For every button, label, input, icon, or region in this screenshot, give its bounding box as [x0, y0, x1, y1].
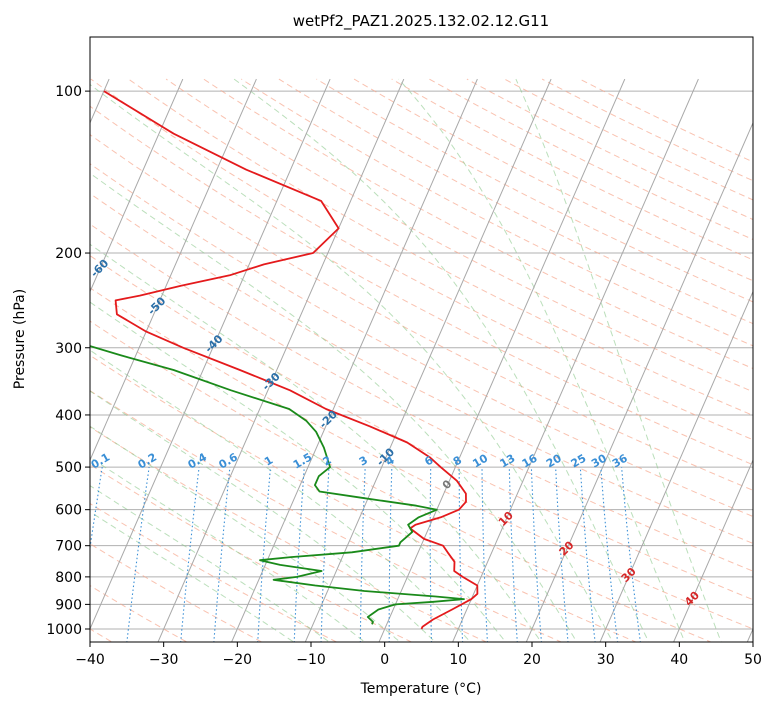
moist-adiabat-lines [90, 78, 722, 642]
isotherm-line [157, 78, 405, 642]
y-tick-label: 200 [55, 246, 82, 262]
dry-adiabat [90, 390, 563, 642]
moist-adiabat [398, 78, 686, 642]
isotherm-line [90, 78, 257, 462]
y-axis-label: Pressure (hPa) [12, 289, 28, 389]
moist-adiabat [90, 485, 331, 642]
y-tick-label: 800 [55, 570, 82, 586]
isotherm-line [599, 290, 753, 642]
y-tick-label: 500 [55, 460, 82, 476]
isotherm-line [90, 78, 331, 631]
plot-frame [89, 36, 754, 643]
dry-adiabat [90, 134, 753, 491]
dry-adiabat [90, 320, 713, 642]
isotherm-line [673, 458, 753, 642]
dry-adiabat [429, 78, 753, 241]
dry-adiabat [391, 78, 753, 261]
dry-adiabat [90, 192, 753, 544]
x-axis-label: Temperature (°C) [360, 681, 482, 697]
x-tick-label: 50 [744, 652, 762, 668]
chart-title: wetPf2_PAZ1.2025.132.02.12.G11 [293, 12, 549, 31]
temperature-profile-line [103, 90, 479, 630]
x-tick-label: −40 [75, 652, 105, 668]
dry-adiabat [165, 78, 753, 393]
dry-adiabat [90, 105, 753, 466]
y-tick-label: 400 [55, 408, 82, 424]
y-tick-label: 100 [55, 84, 82, 100]
dry-adiabat [90, 255, 753, 601]
dry-adiabat [466, 78, 753, 221]
dry-adiabat [128, 78, 753, 416]
moist-adiabat [90, 83, 614, 642]
dry-adiabat [90, 78, 753, 441]
sounding-profiles [90, 90, 479, 630]
isotherm-line [378, 78, 626, 642]
y-tick-label: 600 [55, 503, 82, 519]
x-tick-label: 10 [449, 652, 467, 668]
dry-adiabat [90, 354, 638, 642]
moist-adiabat [90, 456, 366, 642]
x-tick-label: −10 [296, 652, 326, 668]
x-tick-label: 40 [670, 652, 688, 668]
y-axis-ticks: 100 200 300 400 500 600 700 800 900 1000 [46, 84, 90, 638]
x-tick-label: −20 [223, 652, 253, 668]
dry-adiabat-lines [90, 78, 753, 642]
moist-adiabat [90, 243, 542, 642]
dry-adiabat [541, 78, 753, 182]
dry-adiabat [90, 287, 753, 630]
dry-adiabat [90, 163, 753, 518]
isotherm-line [90, 78, 184, 293]
x-tick-label: 0 [380, 652, 389, 668]
moist-adiabat [515, 78, 722, 642]
x-tick-label: 30 [597, 652, 615, 668]
moist-adiabat [233, 78, 650, 642]
dry-adiabat [504, 78, 753, 201]
moist-adiabat [90, 301, 507, 642]
dry-adiabat [90, 223, 753, 572]
moist-adiabat [90, 172, 578, 642]
y-tick-label: 1000 [46, 622, 82, 638]
isotherm-line [452, 78, 699, 642]
moist-adiabat [90, 425, 401, 642]
y-tick-label: 700 [55, 539, 82, 555]
dry-adiabat [203, 78, 753, 370]
dewpoint-profile-line [90, 345, 465, 625]
isotherm-line [231, 78, 478, 642]
moist-adiabat [90, 390, 436, 642]
dry-adiabat [90, 426, 488, 642]
x-tick-label: −30 [149, 652, 179, 668]
y-tick-label: 900 [55, 597, 82, 613]
y-tick-label: 300 [55, 341, 82, 357]
isotherm-line [525, 121, 753, 642]
x-tick-label: 20 [523, 652, 541, 668]
x-axis-ticks: −40 −30 −20 −10 0 10 20 30 40 50 [75, 642, 762, 668]
moist-adiabat [90, 511, 295, 642]
dry-adiabat [90, 543, 263, 642]
